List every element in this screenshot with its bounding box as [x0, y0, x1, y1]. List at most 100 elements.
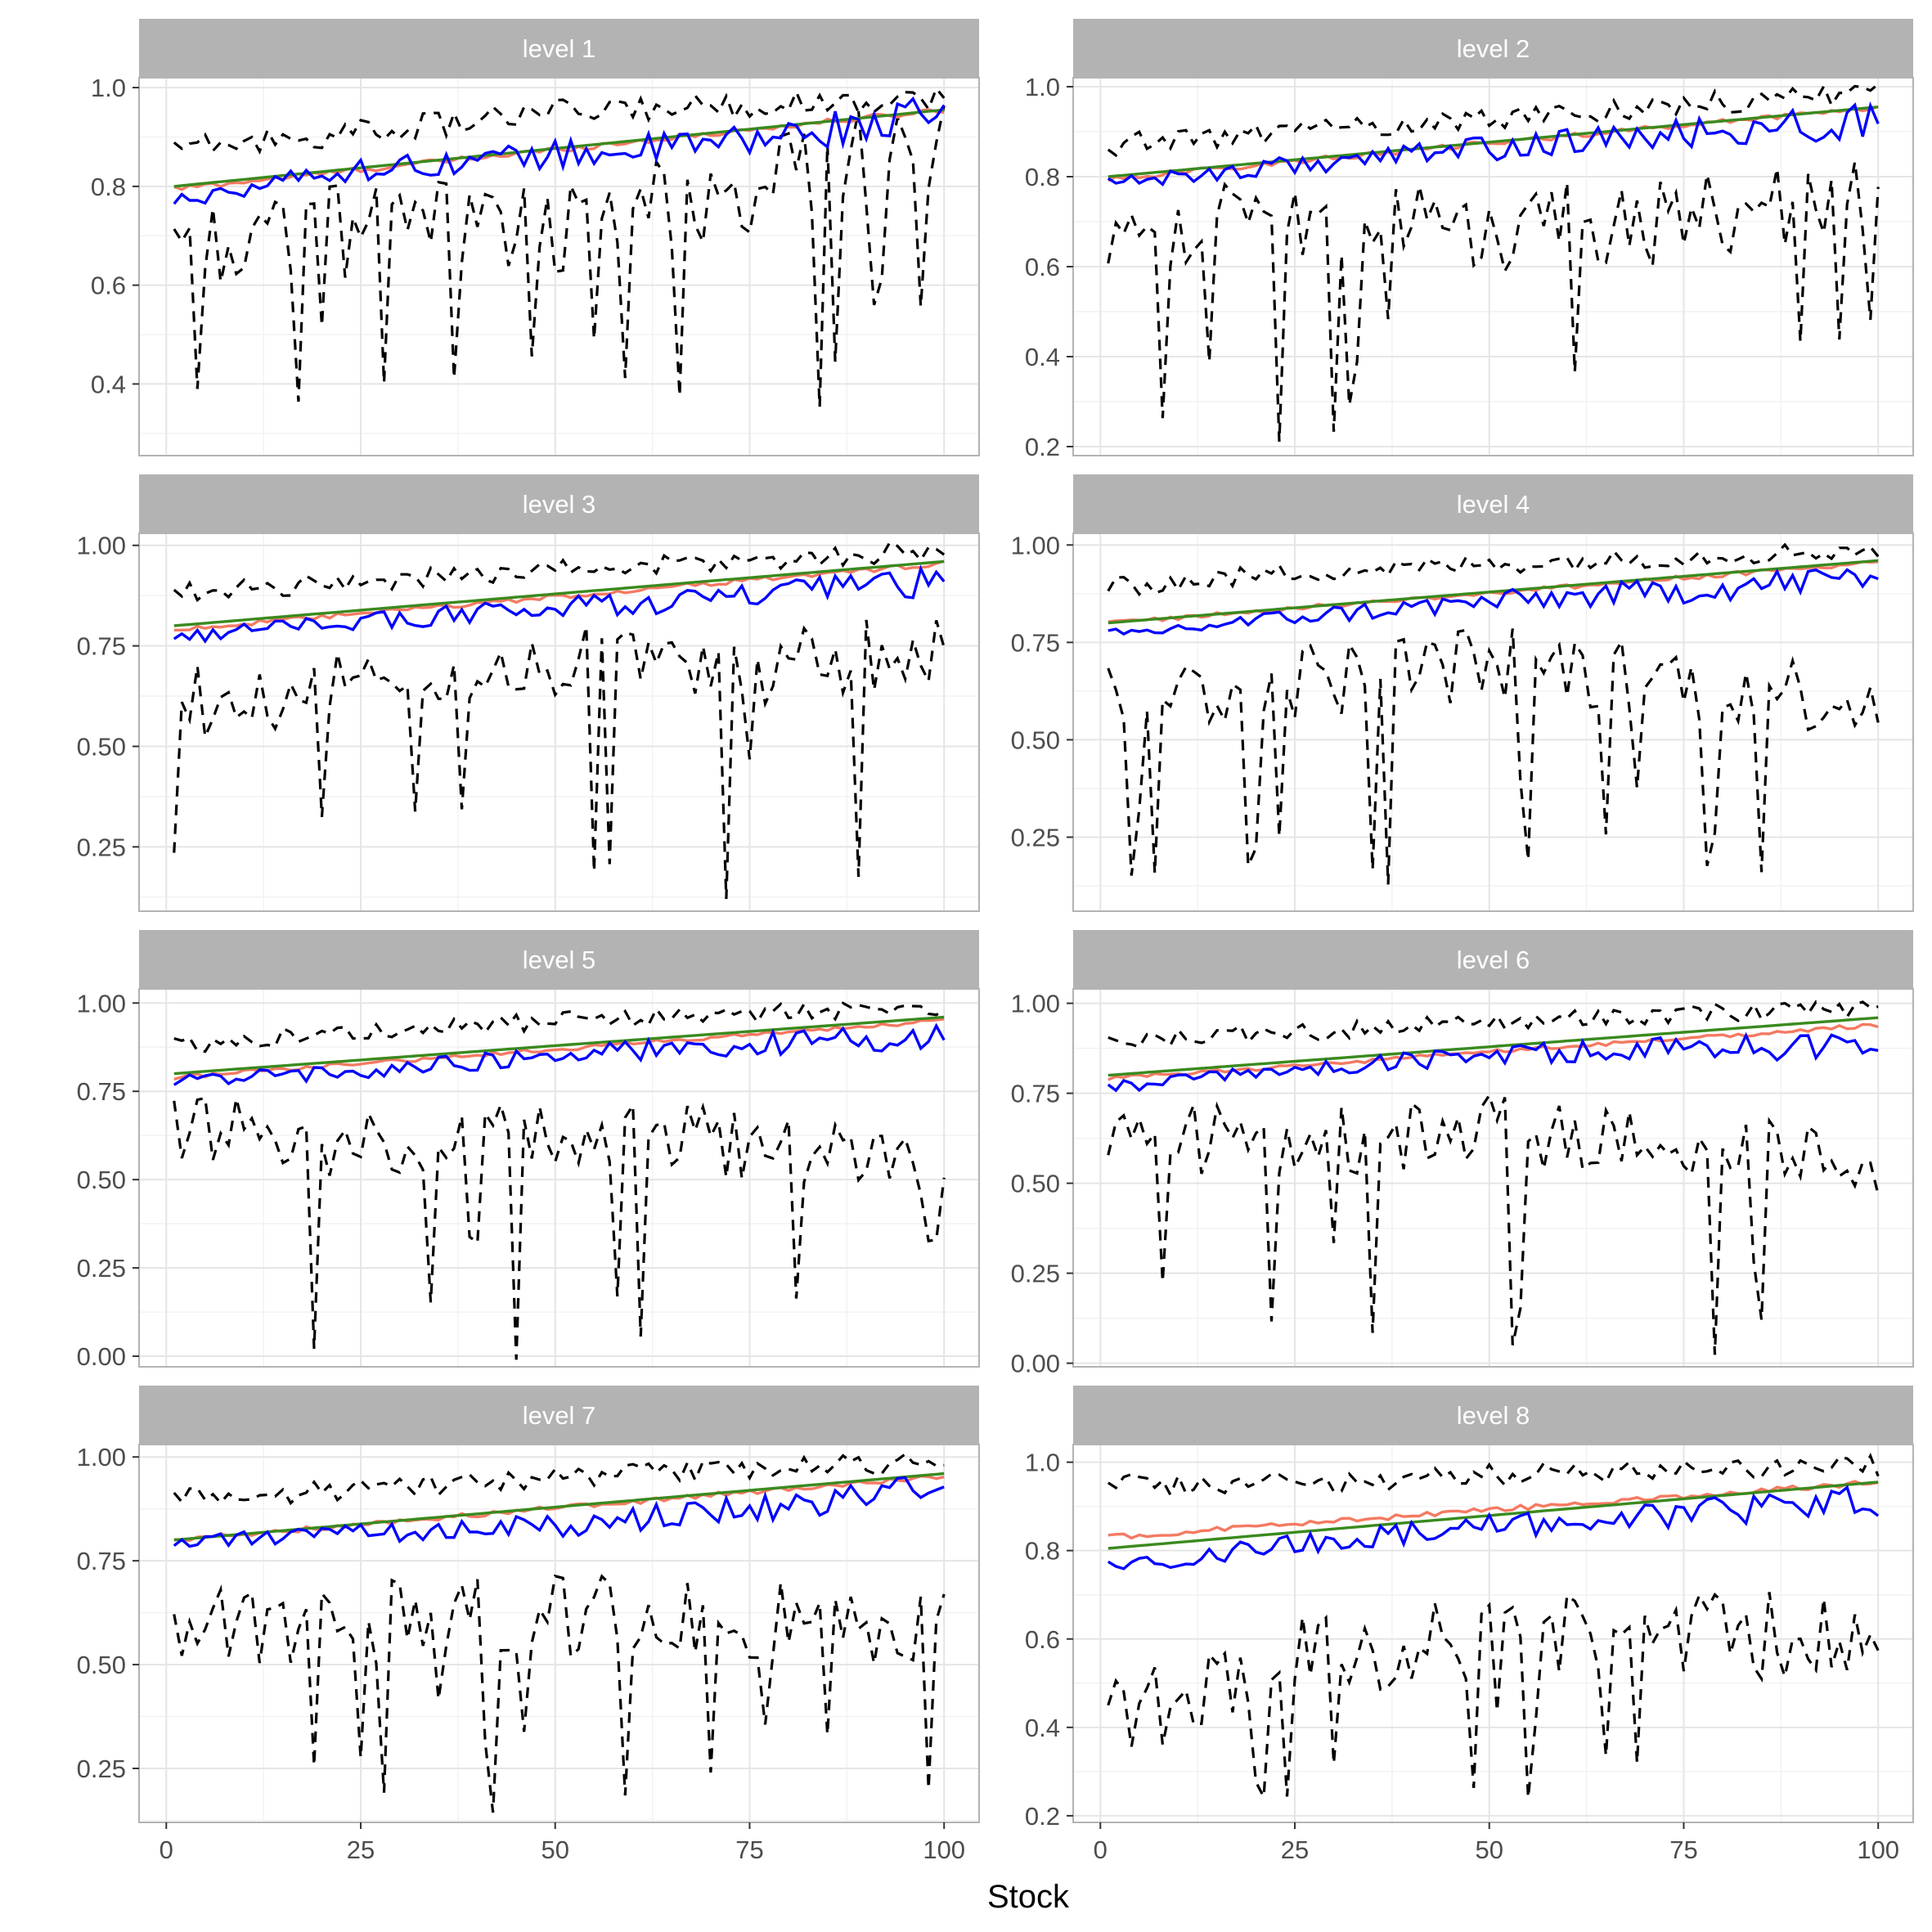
- panel-border: [138, 1444, 980, 1823]
- x-tick-label: 75: [1669, 1835, 1697, 1864]
- series-estimate-blue: [173, 96, 946, 205]
- strip-6: [1073, 930, 1913, 989]
- panel-2: level 2 0.2 0.4 0.6 0.8 1.0: [1025, 19, 1914, 461]
- panel-title: level 1: [523, 34, 596, 63]
- y-tick-label: 0.50: [77, 1166, 126, 1194]
- series-upper-bound: [1108, 1000, 1879, 1049]
- series-upper-bound: [173, 1001, 945, 1054]
- series-estimate-blue: [173, 1022, 946, 1086]
- series-upper-bound: [173, 541, 946, 603]
- series-lower-bound: [173, 619, 946, 899]
- series-estimate-red: [173, 559, 945, 631]
- x-tick-label: 25: [347, 1835, 375, 1864]
- series-truth-green: [1108, 1480, 1879, 1550]
- panel-8: level 8 0.2 0.4 0.6 0.8 1.0 0 25 50 75 100: [1025, 1386, 1914, 1864]
- panel-title: level 6: [1457, 946, 1530, 974]
- panel-title: level 8: [1457, 1401, 1530, 1430]
- panel-title: level 2: [1457, 34, 1530, 63]
- y-tick-label: 1.00: [1011, 531, 1060, 559]
- y-tick-label: 0.6: [1025, 1625, 1060, 1654]
- series-estimate-blue: [1107, 101, 1880, 186]
- series-lower-bound: [173, 105, 946, 407]
- y-tick-label: 0.00: [1011, 1350, 1060, 1378]
- panel-title: level 3: [523, 490, 596, 519]
- y-tick-label: 1.00: [77, 532, 126, 560]
- panel-border: [138, 988, 980, 1368]
- panel-7: level 7 0.25 0.50 0.75 1.00 0 25 50 75 100: [77, 1386, 980, 1864]
- panel-border: [1072, 532, 1914, 912]
- y-tick-label: 0.50: [77, 732, 126, 761]
- x-tick-label: 0: [1094, 1835, 1108, 1864]
- x-tick-label: 50: [541, 1835, 569, 1864]
- series-upper-bound: [1107, 83, 1880, 158]
- y-tick-label: 0.8: [1025, 163, 1060, 191]
- panel-border: [1072, 988, 1914, 1368]
- panel-title: level 5: [523, 946, 596, 974]
- y-tick-label: 0.75: [1011, 628, 1060, 657]
- series-lower-bound: [1107, 628, 1880, 885]
- y-tick-label: 0.6: [1025, 253, 1060, 281]
- series-truth-green: [173, 1015, 945, 1076]
- y-tick-label: 0.25: [77, 1254, 126, 1283]
- series-truth-green: [1108, 559, 1879, 625]
- panel-title: level 7: [523, 1401, 596, 1430]
- series-lower-bound: [173, 1574, 946, 1813]
- y-tick-label: 0.4: [1025, 343, 1060, 371]
- plot-area: [1073, 533, 1913, 911]
- y-tick-label: 1.0: [1025, 1449, 1060, 1477]
- strip-2: [1073, 19, 1913, 78]
- panel-1: level 1 0.4 0.6 0.8 1.0: [91, 19, 980, 456]
- y-tick-label: 0.6: [91, 272, 126, 300]
- strip-5: [139, 930, 979, 989]
- y-tick-label: 0.75: [77, 1547, 126, 1575]
- x-tick-label: 100: [923, 1835, 965, 1864]
- series-lower-bound: [1107, 1092, 1880, 1355]
- series-estimate-blue: [1108, 568, 1879, 636]
- y-tick-label: 0.4: [91, 370, 126, 398]
- x-tick-label: 75: [735, 1835, 763, 1864]
- x-tick-label: 100: [1857, 1835, 1899, 1864]
- strip-4: [1073, 474, 1913, 533]
- y-tick-label: 1.00: [77, 1443, 126, 1471]
- series-truth-green: [173, 559, 945, 627]
- plot-area: [139, 78, 979, 456]
- y-tick-label: 0.8: [91, 173, 126, 201]
- y-tick-label: 0.25: [1011, 1260, 1060, 1288]
- series-truth-green: [1108, 1016, 1879, 1077]
- series-upper-bound: [173, 86, 946, 155]
- series-upper-bound: [173, 1452, 945, 1506]
- y-tick-label: 0.00: [77, 1342, 126, 1371]
- panel-5: level 5 0.00 0.25 0.50 0.75 1.00: [77, 930, 980, 1371]
- panel-border: [1072, 1444, 1914, 1823]
- series-lower-bound: [173, 1096, 946, 1360]
- panel-6: level 6 0.00 0.25 0.50 0.75 1.00: [1011, 930, 1914, 1378]
- y-tick-label: 0.50: [1011, 1170, 1060, 1198]
- y-tick-label: 0.75: [77, 1077, 126, 1106]
- series-estimate-blue: [173, 1476, 945, 1548]
- panel-border: [138, 77, 980, 456]
- series-truth-green: [1108, 106, 1879, 178]
- panel-title: level 4: [1457, 490, 1530, 519]
- series-estimate-red: [173, 1018, 945, 1081]
- series-upper-bound: [1107, 542, 1880, 597]
- series-estimate-red: [1108, 1022, 1879, 1081]
- series-upper-bound: [1107, 1453, 1880, 1498]
- y-tick-label: 0.2: [1025, 1802, 1060, 1831]
- y-tick-label: 0.25: [77, 833, 126, 861]
- strip-1: [139, 19, 979, 78]
- y-tick-label: 1.0: [91, 74, 126, 102]
- series-estimate-blue: [1107, 1031, 1879, 1093]
- y-tick-label: 0.50: [77, 1651, 126, 1679]
- series-estimate-blue: [1107, 1485, 1880, 1570]
- x-tick-label: 0: [160, 1835, 173, 1864]
- strip-7: [139, 1386, 979, 1445]
- y-tick-label: 0.2: [1025, 433, 1060, 461]
- y-tick-label: 0.75: [77, 632, 126, 661]
- y-tick-label: 1.00: [77, 989, 126, 1018]
- y-tick-label: 0.75: [1011, 1080, 1060, 1108]
- series-estimate-blue: [173, 564, 946, 644]
- y-tick-label: 0.25: [1011, 824, 1060, 852]
- y-tick-label: 1.0: [1025, 73, 1060, 101]
- y-tick-label: 0.50: [1011, 726, 1060, 754]
